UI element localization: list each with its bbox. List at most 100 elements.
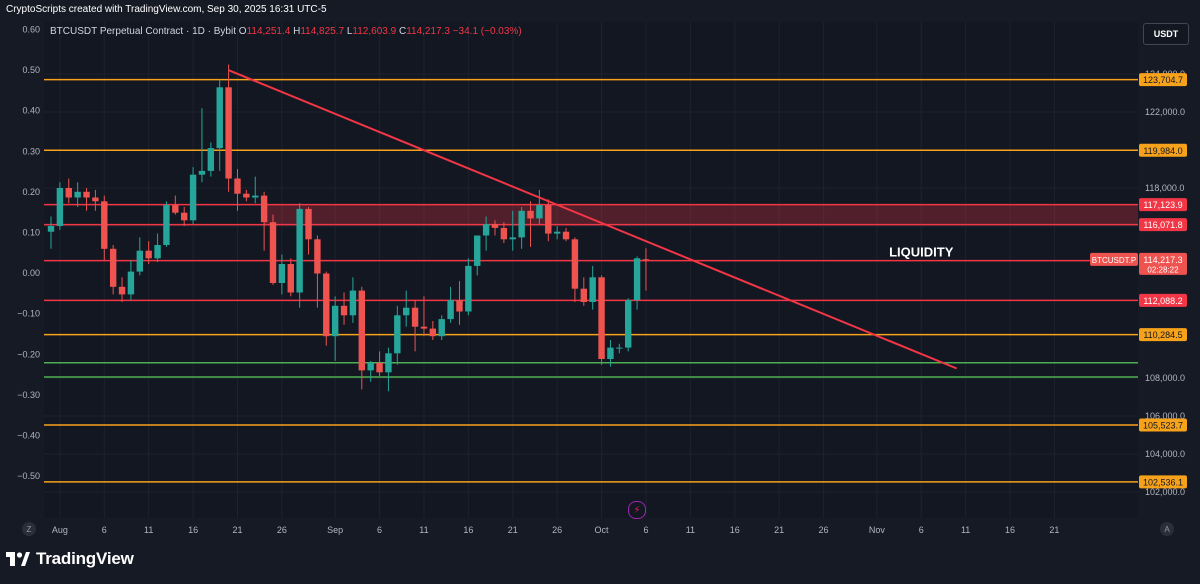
candle-body — [536, 205, 543, 219]
price-axis-tick: 118,000.0 — [1145, 183, 1184, 193]
brand-wordmark: TradingView — [36, 549, 134, 568]
time-axis-tick: 21 — [1049, 525, 1059, 535]
level-price-badge — [1139, 293, 1187, 307]
time-axis-tick: 11 — [419, 525, 428, 535]
tradingview-brand: TradingView — [6, 549, 134, 569]
level-price-label: 112,088.2 — [1143, 296, 1182, 306]
time-axis-tick: 26 — [277, 525, 287, 535]
current-price-badge — [1139, 252, 1187, 275]
zoom-reset-button[interactable]: Z — [22, 522, 36, 536]
time-axis-tick: 26 — [552, 525, 562, 535]
candle-body — [181, 212, 188, 221]
level-price-badge — [1139, 73, 1187, 87]
candle-body — [234, 178, 241, 194]
candle-body — [198, 170, 206, 175]
candle-body — [136, 250, 143, 272]
candle-body — [562, 231, 570, 240]
left-axis-tick: 0.40 — [22, 106, 40, 116]
level-price-label: 117,123.9 — [1143, 200, 1182, 210]
candle-body — [331, 305, 339, 337]
symbol-badge-label: BTCUSDT.P — [1092, 256, 1136, 265]
left-axis-tick: 0.60 — [22, 25, 40, 35]
level-price-label: 116,071.8 — [1143, 220, 1182, 230]
time-axis-tick: 11 — [686, 525, 695, 535]
time-axis-tick: Sep — [327, 525, 343, 535]
time-axis-tick: 11 — [144, 525, 153, 535]
lightning-icon[interactable]: ⚡ — [628, 501, 646, 519]
time-axis-tick: 16 — [188, 525, 198, 535]
candle-body — [47, 226, 55, 232]
left-axis-tick: 0.20 — [22, 187, 40, 197]
price-axis-tick: 102,000.0 — [1145, 487, 1185, 497]
snapshot-credit: CryptoScripts created with TradingView.c… — [6, 4, 327, 15]
left-axis-tick: −0.40 — [17, 431, 40, 441]
symbol-badge — [1090, 252, 1138, 266]
currency-button[interactable]: USDT — [1143, 23, 1189, 45]
left-axis-tick: −0.20 — [17, 349, 40, 359]
candle-body — [207, 148, 215, 171]
candle-body — [118, 286, 126, 295]
time-axis-tick: 21 — [508, 525, 518, 535]
candle-body — [296, 208, 303, 293]
price-axis-tick: 106,000.0 — [1145, 411, 1185, 421]
level-price-label: 119,984.0 — [1143, 146, 1182, 156]
candle-body — [598, 277, 605, 359]
candle-body — [500, 227, 508, 240]
candle-body — [127, 271, 135, 295]
candle-body — [305, 208, 312, 240]
candle-body — [109, 248, 117, 287]
ohlc-close: C114,217.3 — [398, 26, 450, 37]
candle-body — [314, 239, 321, 274]
candle-body — [92, 197, 99, 202]
time-axis-tick: 11 — [961, 525, 970, 535]
candle-body — [545, 205, 552, 234]
candle-body — [172, 205, 179, 213]
candle-body — [633, 258, 641, 301]
tradingview-logo-icon — [6, 552, 30, 566]
candle-body — [225, 87, 232, 179]
candle-body — [56, 188, 64, 226]
candle-body — [518, 210, 525, 238]
candle-body — [447, 300, 454, 320]
level-price-badge — [1139, 198, 1187, 212]
candle-body — [189, 174, 197, 221]
left-axis-tick: 0.00 — [22, 268, 40, 278]
candle-body — [465, 265, 472, 312]
price-axis-tick: 104,000.0 — [1145, 449, 1185, 459]
auto-scale-button[interactable]: A — [1160, 522, 1174, 536]
candle-body — [349, 290, 357, 316]
candle-body — [243, 193, 250, 198]
ohlc-low: L112,603.9 — [346, 26, 397, 37]
candle-body — [616, 347, 623, 349]
level-price-label: 110,284.5 — [1143, 330, 1182, 340]
level-price-badge — [1139, 475, 1187, 489]
candle-body — [154, 245, 161, 259]
candle-body — [394, 315, 401, 354]
left-axis-tick: 0.30 — [22, 146, 40, 156]
candle-body — [340, 305, 348, 316]
candle-body — [642, 259, 650, 261]
left-axis-tick: 0.50 — [22, 65, 40, 75]
ohlc-change: −34.1 (−0.03%) — [452, 26, 522, 37]
candle-body — [278, 264, 286, 283]
candle-body — [474, 235, 481, 266]
candle-body — [163, 205, 170, 245]
candle-body — [385, 353, 392, 373]
time-axis-tick: Aug — [52, 525, 68, 535]
ohlc-open: O114,251.4 — [238, 26, 291, 37]
level-price-label: 123,704.7 — [1143, 75, 1183, 85]
candle-body — [553, 231, 561, 234]
candle-body — [260, 195, 268, 223]
price-axis-tick: 122,000.0 — [1145, 107, 1185, 117]
candle-body — [403, 307, 410, 316]
candle-body — [589, 277, 596, 302]
liquidity-zone — [264, 204, 1138, 225]
level-price-badge — [1139, 418, 1187, 432]
candle-body — [101, 201, 108, 249]
time-axis-tick: 6 — [919, 525, 924, 535]
candle-body — [252, 195, 259, 198]
descending-trendline — [228, 69, 958, 370]
candle-body — [420, 326, 428, 329]
